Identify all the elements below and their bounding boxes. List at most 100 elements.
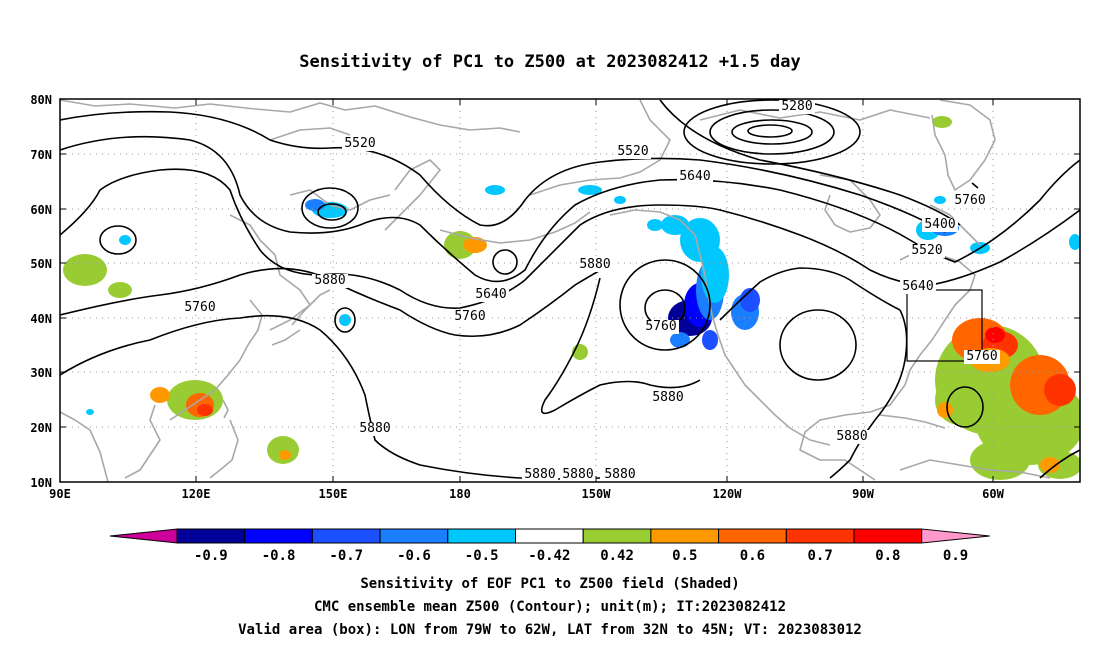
lat-tick-label: 60N: [30, 203, 52, 217]
sensitivity-patch: [578, 185, 602, 195]
contour-label-bg: [615, 145, 651, 159]
colorbar-over-triangle: [921, 528, 990, 544]
contour-label: 5880: [314, 273, 345, 288]
colorbar-label: 0.9: [943, 548, 968, 564]
sensitivity-patch: [1040, 457, 1060, 473]
lon-tick-label: 180: [449, 487, 471, 501]
sensitivity-patch: [463, 237, 487, 253]
contour-label-bg: [952, 194, 988, 208]
sensitivity-patch: [150, 387, 170, 403]
contour-label: 5880: [359, 421, 390, 436]
colorbar-label: -0.9: [194, 548, 228, 564]
sensitivity-patch: [702, 330, 718, 350]
contour-label: 5880: [836, 429, 867, 444]
contour-label-bg: [522, 468, 558, 482]
colorbar: -0.9 -0.8 -0.7 -0.6 -0.5 -0.42 0.42 0.5 0.6 0.7 0.…: [109, 528, 990, 564]
sensitivity-patch: [1069, 234, 1080, 250]
colorbar-swatch: [582, 528, 652, 544]
sensitivity-patch: [932, 116, 952, 128]
plot-title: Sensitivity of PC1 to Z500 at 2023082412…: [299, 52, 801, 72]
sensitivity-patch: [614, 196, 626, 204]
contour-label: 5520: [911, 243, 942, 258]
contour-label-bg: [909, 244, 945, 258]
contour-label-bg: [643, 320, 679, 334]
colorbar-swatch: [379, 528, 449, 544]
contour-label: 5520: [617, 144, 648, 159]
colorbar-label: 0.42: [600, 548, 634, 564]
contour-labels: 5280 5520 5520 5640 5760 5400 5520 5640 5760 5880…: [182, 99, 1000, 482]
lon-tick-label: 90E: [49, 487, 71, 501]
contour-label-bg: [964, 350, 1000, 364]
z500-contours: [60, 99, 1080, 480]
sensitivity-patch: [1044, 374, 1076, 406]
contour-label: 5880: [562, 467, 593, 482]
caption-line-3: Valid area (box): LON from 79W to 62W, L…: [238, 622, 862, 638]
contour-label: 5760: [454, 309, 485, 324]
contour-label: 5640: [475, 287, 506, 302]
contour-label: 5760: [954, 193, 985, 208]
sensitivity-patch: [119, 235, 131, 245]
contour-label-bg: [357, 422, 393, 436]
colorbar-label: 0.7: [808, 548, 833, 564]
lat-tick-label: 20N: [30, 421, 52, 435]
contour-label-bg: [473, 288, 509, 302]
sensitivity-patch: [970, 440, 1030, 480]
colorbar-swatch: [650, 528, 720, 544]
colorbar-label: -0.7: [329, 548, 363, 564]
plot-frame: [59, 98, 1081, 483]
colorbar-swatch: [176, 528, 246, 544]
contour-label: 5640: [902, 279, 933, 294]
contour-label-bg: [342, 137, 378, 151]
sensitivity-patch: [267, 436, 299, 464]
lat-tick-label: 30N: [30, 366, 52, 380]
contour-label: 5400: [924, 217, 955, 232]
contour-label: 5880: [579, 257, 610, 272]
contour-label-bg: [650, 391, 686, 405]
sensitivity-patch: [63, 254, 107, 286]
sensitivity-patch: [661, 215, 689, 235]
caption-line-2: CMC ensemble mean Z500 (Contour); unit(m…: [314, 599, 786, 615]
colorbar-swatch: [785, 528, 855, 544]
lat-tick-label: 50N: [30, 257, 52, 271]
contour-label-bg: [900, 280, 936, 294]
contour-label-bg: [312, 274, 348, 288]
contour-label: 5520: [344, 136, 375, 151]
contour-label: 5880: [652, 390, 683, 405]
sensitivity-patch: [108, 282, 132, 298]
contour-label: 5880: [524, 467, 555, 482]
sensitivity-patch: [279, 450, 291, 460]
contour-label-bg: [577, 258, 613, 272]
contour-label-bg: [779, 100, 815, 114]
contour-label: 5280: [781, 99, 812, 114]
lon-tick-label: 60W: [982, 487, 1004, 501]
lat-tick-label: 40N: [30, 312, 52, 326]
lon-tick-label: 150E: [319, 487, 348, 501]
lat-tick-label: 10N: [30, 476, 52, 490]
sensitivity-shading: [63, 116, 1080, 480]
contour-label: 5760: [184, 300, 215, 315]
colorbar-label: 0.5: [672, 548, 697, 564]
contour-label-bg: [677, 170, 713, 184]
contour-label-bg: [560, 468, 596, 482]
contour-label-bg: [452, 310, 488, 324]
sensitivity-patch: [701, 247, 729, 303]
sensitivity-patch: [305, 199, 325, 211]
contour-label: 5760: [645, 319, 676, 334]
colorbar-label: -0.8: [262, 548, 296, 564]
colorbar-swatch: [853, 528, 923, 544]
sensitivity-patch: [339, 314, 351, 326]
lon-tick-label: 120E: [182, 487, 211, 501]
lat-tick-label: 80N: [30, 93, 52, 107]
longitude-labels: 90E 120E 150E 180 150W 120W 90W 60W: [49, 487, 1004, 501]
colorbar-swatch: [447, 528, 516, 544]
latitude-labels: 80N 70N 60N 50N 40N 30N 20N 10N: [30, 93, 52, 490]
lat-tick-label: 70N: [30, 148, 52, 162]
sensitivity-patch: [485, 185, 505, 195]
sensitivity-patch: [937, 402, 953, 418]
colorbar-under-triangle: [109, 528, 178, 544]
contour-label-bg: [182, 301, 218, 315]
sensitivity-patch: [86, 409, 94, 415]
lon-tick-label: 90W: [852, 487, 874, 501]
colorbar-label: 0.6: [740, 548, 765, 564]
